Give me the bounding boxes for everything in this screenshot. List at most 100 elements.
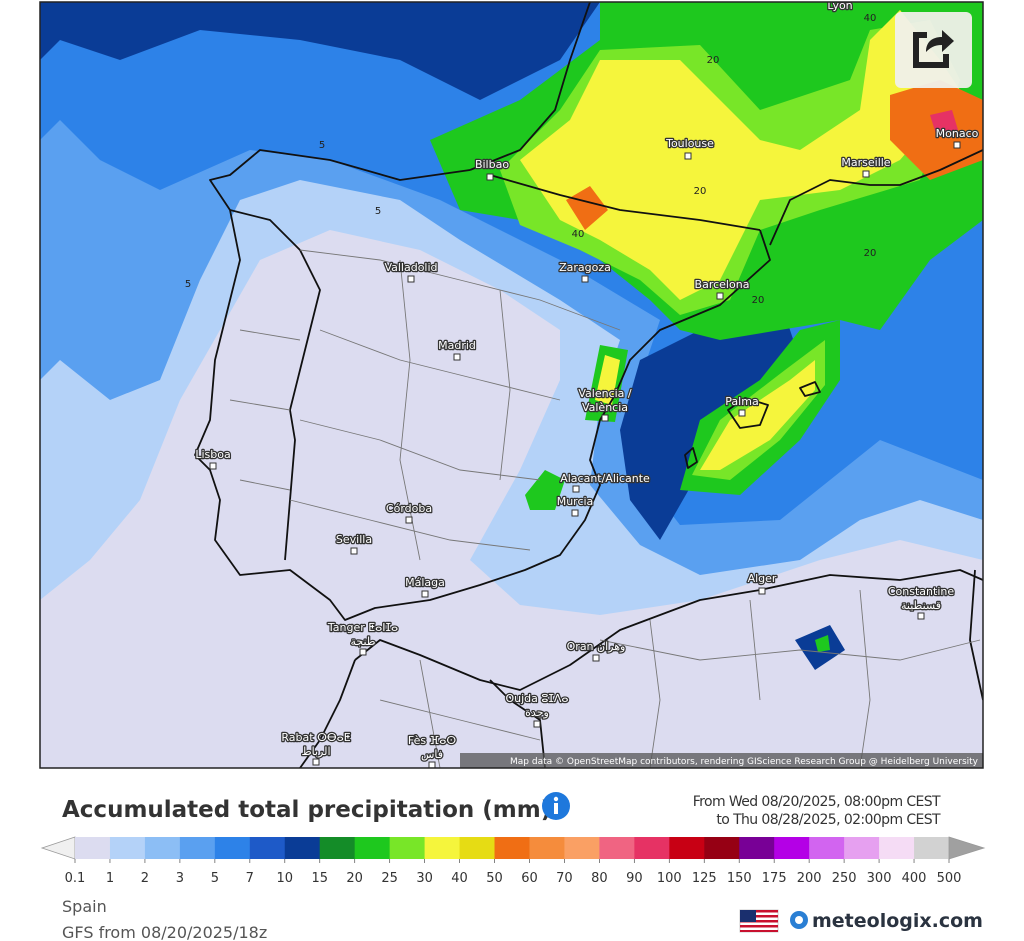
city-label: Oujda ⵓⵊⴷⴰ: [505, 692, 568, 705]
legend-tick-label: 80: [591, 871, 608, 886]
city-label: Fès ⴼⴰⵙ: [408, 734, 456, 747]
city-label: Constantine: [888, 585, 954, 598]
contour-label: 5: [185, 279, 191, 290]
legend-swatch: [109, 837, 146, 859]
legend-tick-label: 25: [381, 871, 398, 886]
legend-swatch: [774, 837, 810, 859]
legend-tick-label: 10: [276, 871, 293, 886]
contour-label: 20: [752, 295, 765, 306]
city-label: قسنطينة: [901, 599, 941, 612]
city-label: Alger: [748, 572, 777, 585]
precip-area: [566, 80, 983, 230]
attribution-bg: [460, 753, 983, 768]
region: Spain: [62, 897, 107, 916]
city-label: Tanger ⵟⴰⵏⵊⴰ: [327, 621, 398, 634]
legend-swatch: [459, 837, 496, 859]
legend-tick-label: 125: [692, 871, 717, 886]
legend-tick-label: 175: [762, 871, 787, 886]
city-dot: [209, 462, 217, 470]
map-frame: [39, 1, 984, 769]
islands: [684, 381, 821, 469]
brand: meteologix.com: [812, 910, 983, 932]
legend-tick-label: 5: [211, 871, 219, 886]
legend-tick-label: 1: [106, 871, 114, 886]
legend-swatch: [354, 837, 391, 859]
legend-tick-label: 200: [797, 871, 822, 886]
city-label: Córdoba: [386, 502, 432, 515]
city-dot: [453, 353, 461, 361]
city-dot: [862, 170, 870, 178]
legend-swatch: [389, 837, 426, 859]
city-label: Toulouse: [665, 137, 714, 150]
legend-tick-label: 60: [521, 871, 538, 886]
logo-inner: [795, 916, 803, 924]
city-dot: [738, 409, 746, 417]
city-dot: [758, 587, 766, 595]
share-button[interactable]: [895, 12, 972, 88]
city-label: Lyon: [827, 0, 852, 12]
legend-swatch: [494, 837, 530, 859]
legend-swatch: [179, 837, 216, 859]
legend-tick-label: 400: [902, 871, 927, 886]
coastline: [194, 149, 771, 621]
city-label: València: [582, 401, 628, 414]
city-labels: Lyon Toulouse Monaco Bilbao Marseille Zaragoz…: [194, 0, 980, 768]
legend-swatch: [529, 837, 565, 859]
city-dot: [533, 720, 541, 728]
city-label: وجدة: [525, 706, 549, 719]
city-dot: [421, 590, 429, 598]
city-label: Zaragoza: [559, 261, 611, 274]
date-to: to Thu 08/28/2025, 02:00pm CEST: [716, 812, 941, 828]
legend-tick-label: 2: [141, 871, 149, 886]
city-label: فاس: [421, 748, 443, 761]
contour-labels: 5 5 5 20 20 20 20 40 40: [185, 13, 877, 306]
legend-swatch: [809, 837, 845, 859]
share-bg: [895, 12, 972, 88]
info-dot: [553, 796, 559, 802]
legend-tick-label: 0.1: [65, 871, 86, 886]
city-dot: [359, 648, 367, 656]
legend-arrow: [948, 836, 986, 860]
city-dot: [407, 275, 415, 283]
legend-tick-label: 40: [451, 871, 468, 886]
flag-canton: [740, 910, 756, 922]
legend-swatch: [75, 837, 111, 859]
brand-logo[interactable]: meteologix.com: [790, 910, 983, 932]
legend-tick-label: 150: [727, 871, 752, 886]
legend-tick-label: 20: [346, 871, 363, 886]
coastline: [299, 2, 983, 768]
title: Accumulated total precipitation (mm): [62, 797, 551, 823]
model-run: GFS from 08/20/2025/18z: [62, 923, 267, 941]
legend-tick-label: 100: [657, 871, 682, 886]
city-dot: [350, 547, 358, 555]
legend-swatch: [424, 837, 461, 859]
legend-swatch: [704, 837, 740, 859]
legend-swatch: [249, 837, 286, 859]
flag: [739, 909, 779, 933]
share-icon: [913, 32, 949, 68]
city-dot: [571, 509, 579, 517]
contour-label: 20: [694, 186, 707, 197]
legend-arrow: [40, 836, 76, 860]
legend-swatch: [739, 837, 775, 859]
info-stem: [554, 803, 558, 814]
info-button[interactable]: [542, 792, 570, 820]
precip-area: [40, 2, 845, 670]
city-label: Rabat ⵔⴱⴰⵟ: [281, 731, 350, 744]
city-label: Palma: [725, 395, 758, 408]
city-label: Marseille: [841, 156, 890, 169]
city-label: Oran وهران: [567, 640, 626, 653]
legend-tick-label: 500: [937, 871, 962, 886]
city-label: Murcia: [557, 495, 594, 508]
contour-label: 20: [707, 55, 720, 66]
city-dot: [953, 141, 961, 149]
legend-swatch: [564, 837, 600, 859]
city-dot: [312, 758, 320, 766]
city-label: الرباط: [301, 745, 330, 758]
map[interactable]: 5 5 5 20 20 20 20 40 40 Lyon Toulouse Monaco Bilbao…: [40, 0, 983, 768]
legend-tick-label: 300: [867, 871, 892, 886]
legend-swatch: [914, 837, 950, 859]
city-label: Bilbao: [475, 158, 509, 171]
